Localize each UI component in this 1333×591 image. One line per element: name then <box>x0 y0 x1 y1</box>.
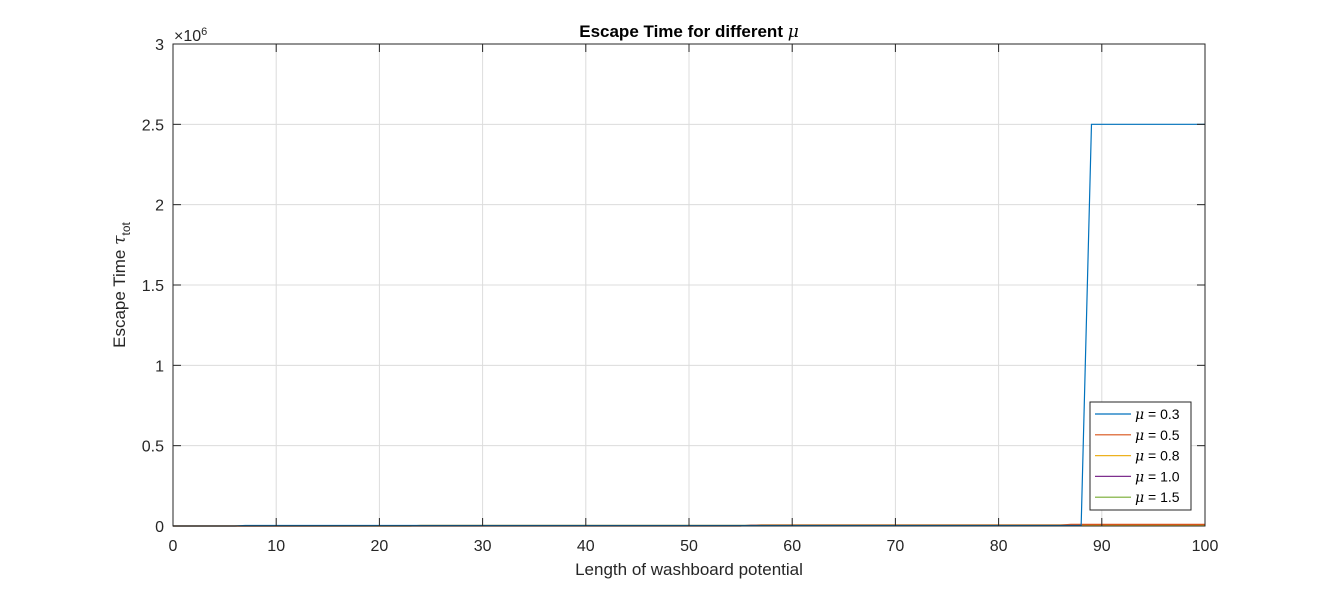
x-tick-label: 30 <box>474 538 492 555</box>
legend-symbol: μ <box>1135 469 1144 485</box>
y-axis-label: Escape Time τtot <box>110 221 133 347</box>
x-tick-labels: 0 10 20 30 40 50 60 70 80 90 100 <box>169 538 1219 555</box>
legend-symbol: μ <box>1135 428 1144 444</box>
legend-entry: μ = 1.0 <box>1135 468 1180 485</box>
legend-label: = 0.8 <box>1144 448 1180 464</box>
legend-label: = 1.5 <box>1144 489 1180 505</box>
x-tick-label: 80 <box>990 538 1008 555</box>
chart-title-text: Escape Time for different <box>579 22 787 41</box>
x-tick-label: 70 <box>887 538 905 555</box>
y-axis-label-symbol: τ <box>110 235 130 245</box>
legend-entry: μ = 0.3 <box>1135 406 1180 423</box>
y-tick-label: 0.5 <box>142 439 164 456</box>
x-tick-label: 20 <box>371 538 389 555</box>
y-tick-label: 1 <box>155 358 164 375</box>
y-axis-label-subscript: tot <box>119 221 133 235</box>
chart-title: Escape Time for different μ <box>579 22 799 42</box>
x-tick-label: 0 <box>169 538 178 555</box>
legend-label: = 1.0 <box>1144 468 1180 484</box>
y-tick-label: 2 <box>155 198 164 215</box>
y-tick-label: 2.5 <box>142 117 164 134</box>
x-tick-label: 40 <box>577 538 595 555</box>
legend-entry: μ = 1.5 <box>1135 489 1180 506</box>
x-tick-label: 90 <box>1093 538 1111 555</box>
x-tick-label: 100 <box>1192 538 1219 555</box>
y-axis-label-text: Escape Time <box>110 245 129 348</box>
chart-title-symbol: μ <box>788 22 799 42</box>
x-tick-label: 10 <box>267 538 285 555</box>
legend: μ = 0.3μ = 0.5μ = 0.8μ = 1.0μ = 1.5 <box>1089 401 1192 511</box>
legend-symbol: μ <box>1135 490 1144 506</box>
y-exponent-base: ×10 <box>174 28 201 45</box>
y-tick-labels: 0 0.5 1 1.5 2 2.5 3 <box>142 37 164 536</box>
legend-label: = 0.5 <box>1144 427 1180 443</box>
legend-entry: μ = 0.8 <box>1135 448 1180 465</box>
y-tick-label: 0 <box>155 519 164 536</box>
grid <box>173 44 1205 526</box>
legend-symbol: μ <box>1135 449 1144 465</box>
ticks <box>172 43 1206 527</box>
y-tick-label: 1.5 <box>142 278 164 295</box>
y-exponent-power: 6 <box>201 26 207 38</box>
x-tick-label: 50 <box>680 538 698 555</box>
x-axis-label: Length of washboard potential <box>575 560 803 579</box>
legend-symbol: μ <box>1135 407 1144 423</box>
x-tick-label: 60 <box>783 538 801 555</box>
y-tick-label: 3 <box>155 37 164 54</box>
y-exponent-label: ×106 <box>174 26 207 45</box>
legend-entry: μ = 0.5 <box>1135 427 1180 444</box>
legend-label: = 0.3 <box>1144 406 1180 422</box>
